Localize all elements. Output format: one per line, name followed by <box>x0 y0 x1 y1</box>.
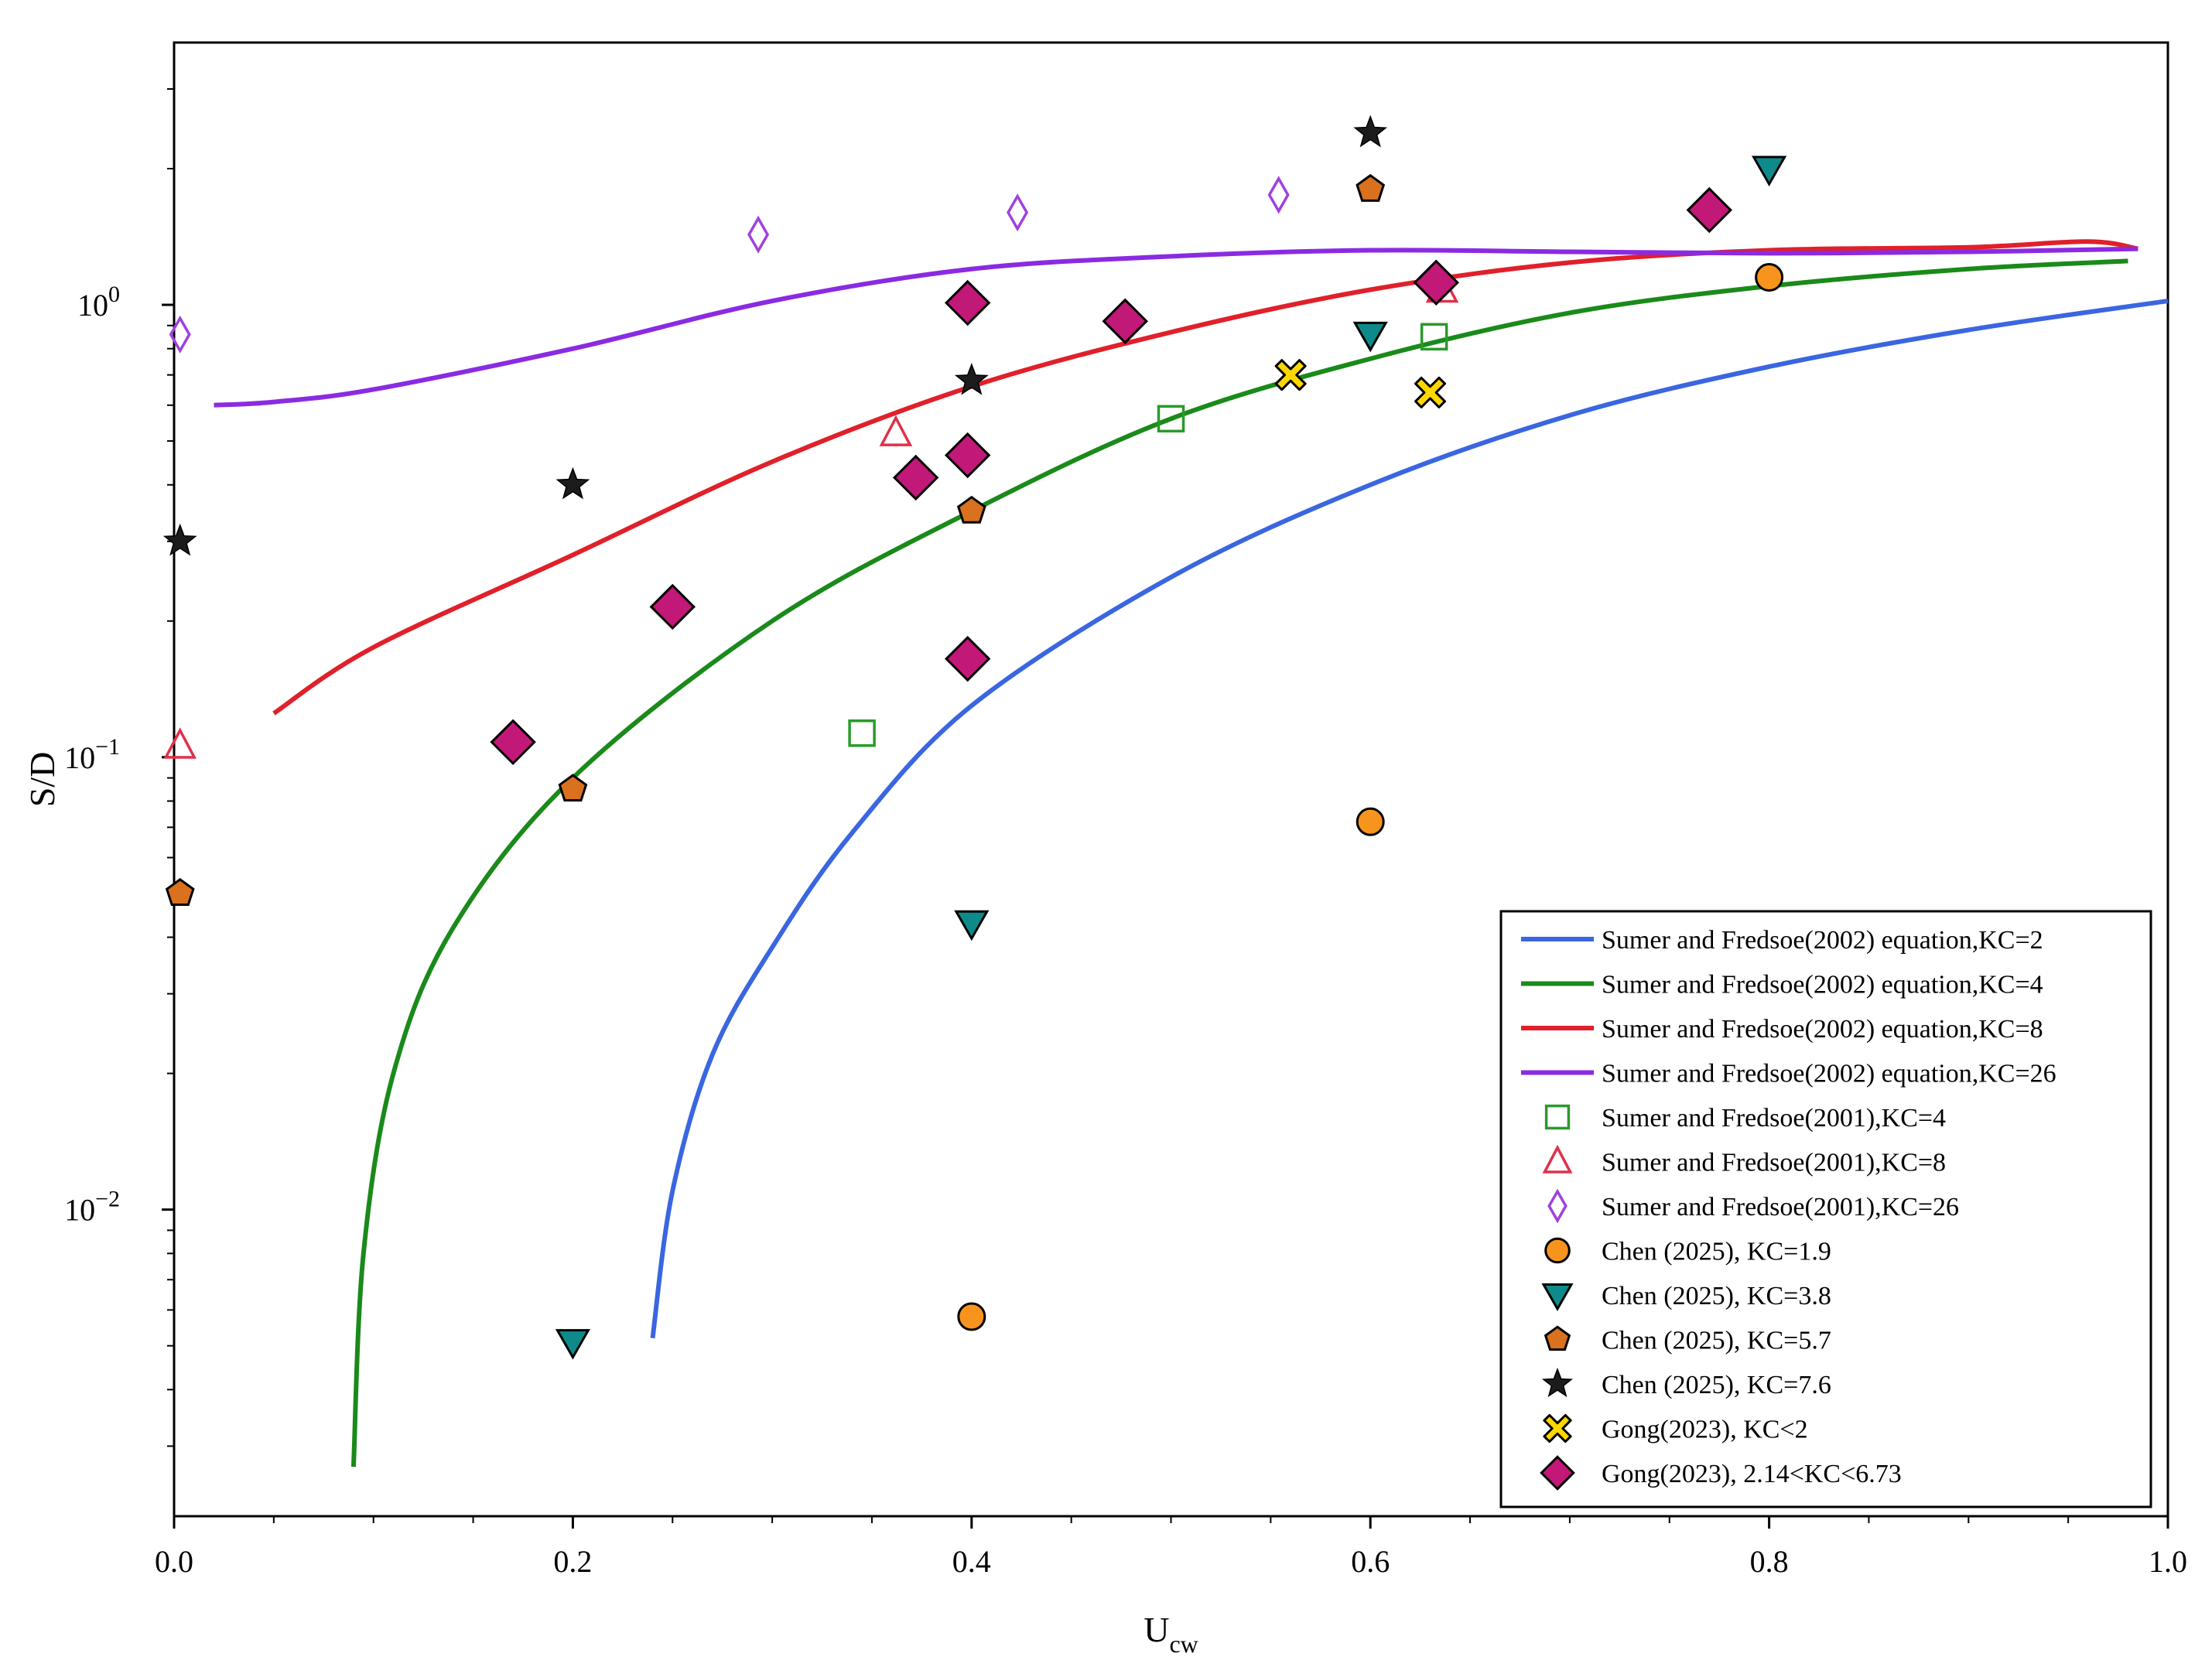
legend-label: Sumer and Fredsoe(2002) equation,KC=4 <box>1602 971 2043 999</box>
series-line-3 <box>214 246 2138 408</box>
x-tick-label: 0.2 <box>553 1544 592 1579</box>
legend-entry-5: Sumer and Fredsoe(2001),KC=8 <box>1542 1144 1946 1177</box>
data-point-s10-p3 <box>1353 114 1388 148</box>
legend-entry-9: Chen (2025), KC=5.7 <box>1544 1325 1831 1355</box>
data-point-s8-p2 <box>1352 321 1388 353</box>
data-point-s7-p2 <box>1755 263 1784 292</box>
x-axis-label-sub: cw <box>1169 1630 1198 1657</box>
data-point-s9-p3 <box>1356 173 1386 202</box>
x-tick-label: 1.0 <box>2149 1544 2187 1579</box>
data-point-s4-p2 <box>1420 323 1448 351</box>
data-point-s12-p0 <box>490 719 536 766</box>
data-point-s11-p0 <box>1274 359 1307 391</box>
series-line-0 <box>650 299 2169 1339</box>
legend-label: Sumer and Fredsoe(2002) equation,KC=26 <box>1602 1060 2056 1088</box>
legend-label: Chen (2025), KC=3.8 <box>1602 1282 1831 1310</box>
legend-label: Chen (2025), KC=5.7 <box>1602 1327 1831 1355</box>
data-point-s5-p0 <box>163 727 197 759</box>
legend-box <box>1499 910 2152 1508</box>
data-point-s6-p0 <box>169 315 191 354</box>
legend-swatch-marker <box>1541 1283 1574 1312</box>
data-point-s12-p2 <box>892 454 939 501</box>
legend: Sumer and Fredsoe(2002) equation,KC=2 Sum… <box>1499 910 2152 1508</box>
legend-entry-1: Sumer and Fredsoe(2002) equation,KC=4 <box>1521 971 2043 999</box>
legend-swatch-marker <box>1544 1237 1571 1264</box>
legend-entry-3: Sumer and Fredsoe(2002) equation,KC=26 <box>1521 1060 2056 1088</box>
legend-entry-10: Chen (2025), KC=7.6 <box>1541 1367 1831 1399</box>
legend-label: Sumer and Fredsoe(2001),KC=8 <box>1602 1149 1946 1177</box>
data-point-s8-p3 <box>1752 155 1787 187</box>
data-point-s12-p7 <box>1413 259 1459 306</box>
legend-swatch-marker <box>1542 1144 1573 1174</box>
y-tick-base: 10 <box>77 288 108 323</box>
legend-entry-2: Sumer and Fredsoe(2002) equation,KC=8 <box>1521 1015 2043 1044</box>
legend-entry-4: Sumer and Fredsoe(2001),KC=4 <box>1544 1104 1946 1133</box>
legend-entry-12: Gong(2023), 2.14<KC<6.73 <box>1540 1455 1902 1491</box>
legend-swatch-marker <box>1544 1104 1571 1130</box>
y-tick-label: 10−2 <box>64 1187 120 1228</box>
y-tick-exponent: −2 <box>95 1187 120 1212</box>
data-point-s10-p0 <box>162 523 197 556</box>
data-point-s7-p0 <box>957 1302 986 1331</box>
y-tick-base: 10 <box>64 740 95 775</box>
data-point-s7-p1 <box>1356 807 1385 836</box>
data-point-s11-p1 <box>1414 376 1447 408</box>
y-tick-exponent: −1 <box>95 734 120 760</box>
legend-swatch-marker <box>1547 1188 1568 1224</box>
series-layer <box>162 114 2169 1467</box>
x-axis-label-main: U <box>1144 1610 1169 1649</box>
legend-entry-7: Chen (2025), KC=1.9 <box>1544 1237 1831 1266</box>
x-tick-label: 0.0 <box>155 1544 193 1579</box>
legend-entry-8: Chen (2025), KC=3.8 <box>1541 1282 1831 1312</box>
y-axis-label: S/D <box>22 752 62 808</box>
x-axis-label: Ucw <box>1144 1610 1198 1657</box>
data-point-s12-p8 <box>1686 186 1733 234</box>
legend-entry-6: Sumer and Fredsoe(2001),KC=26 <box>1547 1188 1959 1224</box>
y-tick-base: 10 <box>64 1193 95 1228</box>
legend-swatch-marker <box>1540 1455 1575 1491</box>
x-tick-label: 0.4 <box>952 1544 991 1579</box>
data-point-s10-p1 <box>556 466 590 500</box>
data-point-s12-p5 <box>944 279 991 326</box>
data-point-s12-p1 <box>649 583 696 630</box>
data-point-s9-p0 <box>165 878 195 906</box>
y-tick-label: 100 <box>77 282 120 323</box>
data-point-s5-p1 <box>879 415 913 446</box>
data-point-s9-p2 <box>956 495 986 524</box>
y-tick-label: 10−1 <box>64 734 120 775</box>
data-point-s8-p1 <box>954 910 990 941</box>
legend-swatch-marker <box>1543 1413 1572 1443</box>
data-point-s8-p0 <box>555 1329 590 1360</box>
legend-label: Sumer and Fredsoe(2001),KC=4 <box>1602 1104 1946 1133</box>
data-point-s10-p2 <box>954 362 989 395</box>
x-tick-label: 0.8 <box>1750 1544 1789 1579</box>
legend-label: Chen (2025), KC=7.6 <box>1602 1371 1831 1399</box>
data-point-s6-p3 <box>1267 176 1290 214</box>
legend-label: Sumer and Fredsoe(2002) equation,KC=2 <box>1602 926 2043 955</box>
data-point-s6-p2 <box>1007 193 1029 232</box>
legend-swatch-marker <box>1541 1367 1574 1398</box>
data-point-s9-p1 <box>558 774 588 802</box>
legend-swatch-marker <box>1544 1325 1571 1351</box>
data-point-s6-p1 <box>747 215 770 254</box>
legend-entry-0: Sumer and Fredsoe(2002) equation,KC=2 <box>1521 926 2043 955</box>
data-point-s4-p0 <box>848 719 876 747</box>
data-point-s12-p6 <box>1102 298 1148 344</box>
data-point-s12-p3 <box>944 635 991 682</box>
legend-label: Sumer and Fredsoe(2002) equation,KC=8 <box>1602 1015 2043 1044</box>
legend-label: Gong(2023), KC<2 <box>1602 1416 1808 1444</box>
legend-entry-11: Gong(2023), KC<2 <box>1543 1413 1808 1444</box>
data-point-s12-p4 <box>944 432 991 479</box>
legend-label: Chen (2025), KC=1.9 <box>1602 1238 1831 1266</box>
legend-label: Sumer and Fredsoe(2001),KC=26 <box>1602 1193 1959 1221</box>
x-tick-label: 0.6 <box>1351 1544 1390 1579</box>
data-point-s4-p1 <box>1157 405 1185 433</box>
legend-label: Gong(2023), 2.14<KC<6.73 <box>1602 1460 1902 1488</box>
series-line-2 <box>272 239 2138 716</box>
y-tick-exponent: 0 <box>108 282 120 307</box>
